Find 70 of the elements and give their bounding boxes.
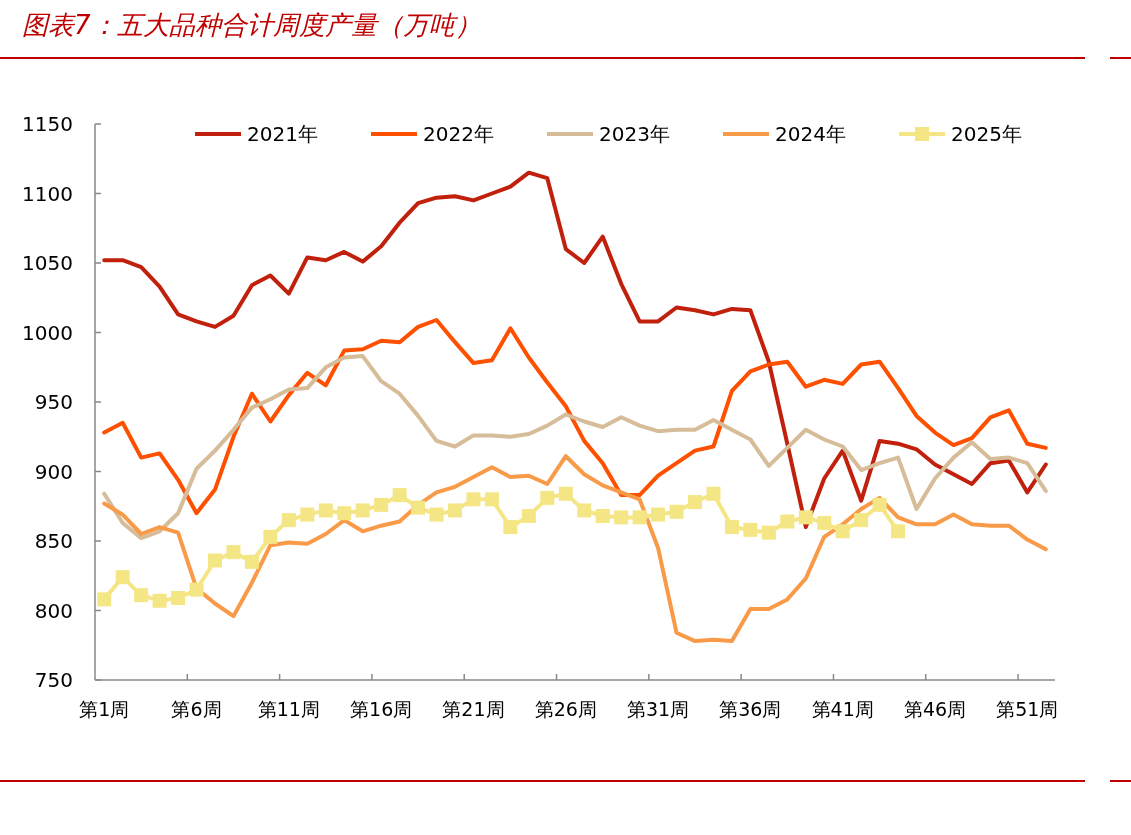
point bbox=[854, 513, 869, 528]
point bbox=[244, 554, 259, 569]
legend-label: 2021年 bbox=[247, 122, 318, 146]
point bbox=[743, 522, 758, 537]
point bbox=[761, 525, 776, 540]
point bbox=[835, 524, 850, 539]
chart-title: 图表7：五大品种合计周度产量（万吨） bbox=[22, 10, 481, 40]
point bbox=[780, 514, 795, 529]
point bbox=[872, 497, 887, 512]
point bbox=[152, 593, 167, 608]
y-tick-label: 1150 bbox=[22, 112, 73, 136]
point bbox=[226, 545, 241, 560]
point bbox=[614, 510, 629, 525]
x-tick-label: 第41周 bbox=[811, 698, 874, 720]
point bbox=[706, 486, 721, 501]
x-tick-label: 第21周 bbox=[442, 698, 505, 720]
point bbox=[632, 510, 647, 525]
point bbox=[891, 524, 906, 539]
point bbox=[392, 488, 407, 503]
x-tick-label: 第36周 bbox=[719, 698, 782, 720]
point bbox=[189, 582, 204, 597]
point bbox=[115, 570, 130, 585]
point bbox=[466, 492, 481, 507]
point bbox=[503, 520, 518, 535]
y-tick-label: 1000 bbox=[22, 320, 73, 345]
y-tick-label: 850 bbox=[34, 529, 73, 553]
point bbox=[651, 507, 666, 522]
point bbox=[97, 592, 112, 607]
point bbox=[281, 513, 296, 528]
point bbox=[688, 495, 702, 510]
point bbox=[540, 490, 555, 505]
point bbox=[484, 492, 499, 507]
legend-label: 2022年 bbox=[423, 122, 494, 146]
point bbox=[134, 588, 149, 603]
legend-label: 2025年 bbox=[951, 122, 1022, 146]
point bbox=[337, 506, 352, 521]
point bbox=[374, 497, 389, 512]
point bbox=[355, 503, 370, 518]
x-tick-label: 第31周 bbox=[626, 698, 690, 720]
point bbox=[411, 500, 426, 515]
point bbox=[300, 507, 315, 522]
point bbox=[798, 510, 813, 525]
point bbox=[577, 503, 592, 518]
point bbox=[171, 590, 186, 605]
x-tick-label: 第46周 bbox=[903, 698, 967, 720]
point bbox=[448, 503, 462, 518]
point bbox=[595, 508, 610, 523]
y-tick-label: 900 bbox=[34, 459, 73, 484]
y-tick-label: 750 bbox=[34, 668, 73, 692]
x-tick-label: 第1周 bbox=[79, 698, 130, 720]
legend-label: 2024年 bbox=[775, 122, 846, 146]
x-tick-label: 第51周 bbox=[996, 698, 1059, 720]
y-tick-label: 950 bbox=[34, 390, 73, 414]
legend-label: 2023年 bbox=[599, 122, 670, 146]
x-tick-label: 第16周 bbox=[350, 698, 413, 720]
point bbox=[208, 553, 222, 568]
x-tick-label: 第11周 bbox=[257, 698, 320, 720]
point bbox=[669, 504, 684, 519]
point bbox=[817, 515, 832, 530]
point bbox=[521, 508, 536, 523]
point bbox=[318, 503, 333, 518]
y-tick-label: 1100 bbox=[22, 181, 73, 206]
x-tick-label: 第6周 bbox=[171, 698, 222, 720]
point bbox=[429, 507, 444, 522]
point bbox=[724, 520, 739, 535]
x-tick-label: 第26周 bbox=[534, 698, 597, 720]
y-tick-label: 1050 bbox=[22, 251, 73, 275]
point bbox=[558, 486, 573, 501]
point bbox=[263, 529, 278, 544]
y-tick-label: 800 bbox=[34, 598, 73, 623]
